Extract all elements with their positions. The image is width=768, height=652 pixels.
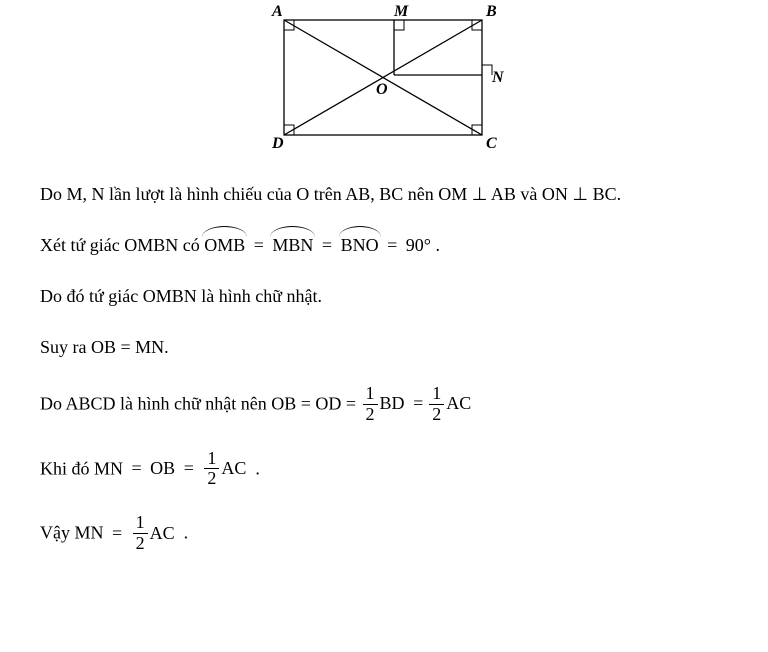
angle-omb: OMB [204, 232, 245, 259]
text: Do ABCD là hình chữ nhật nên OB = OD = [40, 393, 356, 413]
text: Xét tứ giác OMBN có [40, 235, 204, 255]
paragraph-4: Suy ra OB = MN. [40, 334, 728, 361]
svg-text:M: M [393, 3, 409, 20]
paragraph-3: Do đó tứ giác OMBN là hình chữ nhật. [40, 283, 728, 310]
equals: = [322, 235, 332, 255]
equals: = [132, 458, 142, 478]
period: . [435, 235, 440, 255]
svg-text:B: B [485, 3, 497, 20]
angle-bno: BNO [341, 232, 379, 259]
paragraph-1: Do M, N lần lượt là hình chiếu của O trê… [40, 181, 728, 208]
svg-text:N: N [491, 69, 505, 86]
fraction-half: 1 2 [363, 384, 378, 425]
text: AB và ON [487, 184, 572, 204]
ac: AC [150, 523, 175, 543]
period: . [179, 523, 188, 543]
paragraph-2: Xét tứ giác OMBN có OMB = MBN = BNO = 90… [40, 232, 728, 259]
svg-text:D: D [271, 135, 284, 152]
equals: = [112, 523, 122, 543]
period: . [251, 458, 260, 478]
text: Khi đó MN [40, 458, 123, 478]
perp-symbol: ⊥ [472, 184, 488, 204]
ac: AC [446, 393, 471, 413]
fraction-half: 1 2 [429, 384, 444, 425]
bd: BD [380, 393, 405, 413]
svg-text:A: A [271, 3, 283, 20]
equals: = [184, 458, 194, 478]
ninety-degrees: 90° [406, 235, 431, 255]
ob: OB [150, 458, 175, 478]
equals: = [254, 235, 264, 255]
angle-mbn: MBN [272, 232, 313, 259]
ac: AC [221, 458, 246, 478]
geometry-diagram: A B C D M N O [40, 2, 728, 157]
paragraph-6: Khi đó MN = OB = 1 2 AC . [40, 450, 728, 491]
svg-text:C: C [486, 135, 497, 152]
fraction-half: 1 2 [204, 449, 219, 490]
diagram-svg: A B C D M N O [254, 2, 514, 152]
equals: = [413, 393, 423, 413]
svg-text:O: O [376, 81, 388, 98]
text: Vậy MN [40, 523, 104, 543]
paragraph-7: Vậy MN = 1 2 AC . [40, 514, 728, 555]
equals: = [387, 235, 397, 255]
perp-symbol: ⊥ [572, 184, 588, 204]
paragraph-5: Do ABCD là hình chữ nhật nên OB = OD = 1… [40, 385, 728, 426]
fraction-half: 1 2 [133, 513, 148, 554]
text: BC. [588, 184, 621, 204]
text: Do M, N lần lượt là hình chiếu của O trê… [40, 184, 472, 204]
